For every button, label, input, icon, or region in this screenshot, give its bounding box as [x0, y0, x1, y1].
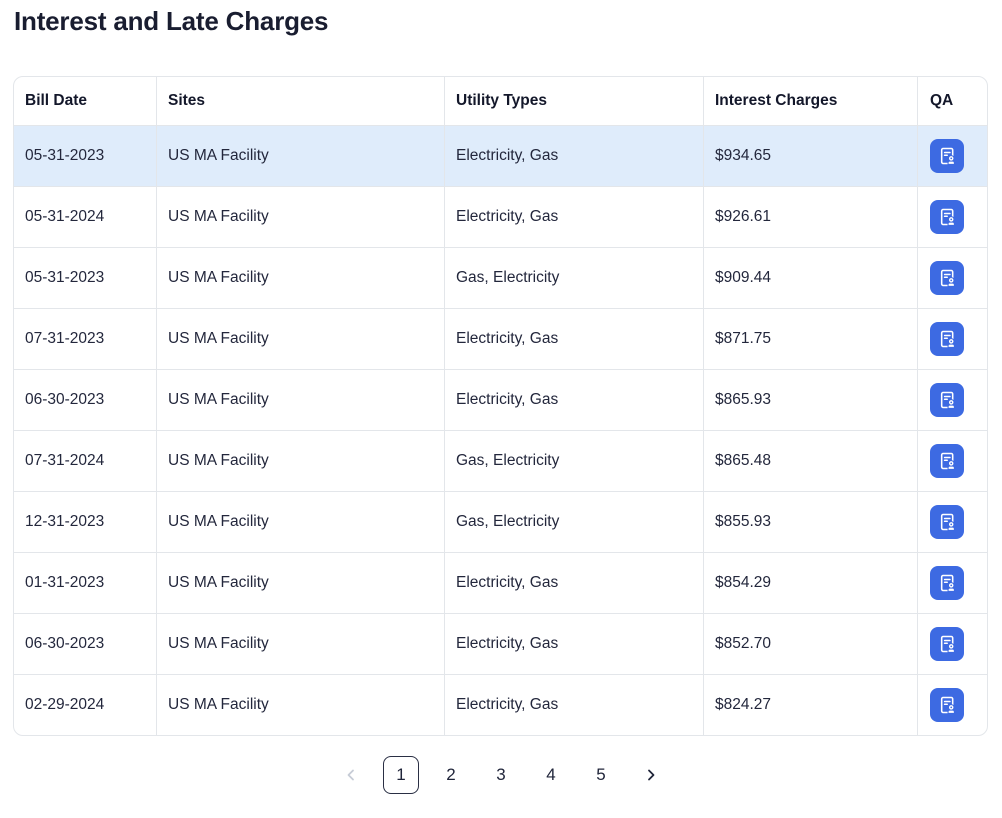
site-cell: US MA Facility [157, 309, 445, 369]
table-row[interactable]: 06-30-2023 US MA Facility Electricity, Gas… [14, 613, 987, 674]
qa-report-button[interactable] [930, 139, 964, 173]
qa-report-button[interactable] [930, 688, 964, 722]
site-cell: US MA Facility [157, 248, 445, 308]
bill-date-cell: 01-31-2023 [14, 553, 157, 613]
utility-types-cell: Electricity, Gas [445, 614, 704, 674]
pagination-prev-button[interactable] [333, 756, 369, 794]
bill-date-cell: 12-31-2023 [14, 492, 157, 552]
qa-report-button[interactable] [930, 444, 964, 478]
site-cell: US MA Facility [157, 431, 445, 491]
qa-report-button[interactable] [930, 627, 964, 661]
table-row[interactable]: 05-31-2023 US MA Facility Gas, Electricity… [14, 247, 987, 308]
interest-charges-cell: $871.75 [704, 309, 918, 369]
site-cell: US MA Facility [157, 675, 445, 735]
table-row[interactable]: 12-31-2023 US MA Facility Gas, Electricity… [14, 491, 987, 552]
utility-types-cell: Electricity, Gas [445, 126, 704, 186]
column-header-utility-types: Utility Types [445, 77, 704, 125]
document-user-icon [940, 269, 955, 287]
qa-cell [918, 614, 987, 674]
document-user-icon [940, 696, 955, 714]
qa-report-button[interactable] [930, 566, 964, 600]
column-header-interest-charges: Interest Charges [704, 77, 918, 125]
table-row[interactable]: 01-31-2023 US MA Facility Electricity, Gas… [14, 552, 987, 613]
table-header-row: Bill Date Sites Utility Types Interest C… [14, 77, 987, 125]
document-user-icon [940, 635, 955, 653]
chevron-right-icon [648, 769, 655, 781]
bill-date-cell: 07-31-2023 [14, 309, 157, 369]
qa-cell [918, 187, 987, 247]
pagination-page-3[interactable]: 3 [483, 756, 519, 794]
interest-charges-cell: $909.44 [704, 248, 918, 308]
pagination-next-button[interactable] [633, 756, 669, 794]
pagination-page-4[interactable]: 4 [533, 756, 569, 794]
document-user-icon [940, 208, 955, 226]
interest-charges-cell: $934.65 [704, 126, 918, 186]
document-user-icon [940, 330, 955, 348]
table-row[interactable]: 02-29-2024 US MA Facility Electricity, Gas… [14, 674, 987, 735]
utility-types-cell: Electricity, Gas [445, 675, 704, 735]
qa-cell [918, 675, 987, 735]
site-cell: US MA Facility [157, 553, 445, 613]
qa-cell [918, 248, 987, 308]
utility-types-cell: Electricity, Gas [445, 553, 704, 613]
column-header-sites: Sites [157, 77, 445, 125]
page-title: Interest and Late Charges [14, 6, 329, 36]
qa-cell [918, 431, 987, 491]
site-cell: US MA Facility [157, 187, 445, 247]
utility-types-cell: Gas, Electricity [445, 248, 704, 308]
bill-date-cell: 05-31-2023 [14, 126, 157, 186]
chevron-left-icon [347, 769, 354, 781]
site-cell: US MA Facility [157, 126, 445, 186]
interest-charges-cell: $926.61 [704, 187, 918, 247]
document-user-icon [940, 452, 955, 470]
interest-charges-cell: $855.93 [704, 492, 918, 552]
bill-date-cell: 02-29-2024 [14, 675, 157, 735]
qa-report-button[interactable] [930, 200, 964, 234]
qa-cell [918, 492, 987, 552]
document-user-icon [940, 574, 955, 592]
pagination-page-1[interactable]: 1 [383, 756, 419, 794]
table-row[interactable]: 07-31-2023 US MA Facility Electricity, Gas… [14, 308, 987, 369]
interest-charges-cell: $865.93 [704, 370, 918, 430]
qa-report-button[interactable] [930, 505, 964, 539]
qa-report-button[interactable] [930, 322, 964, 356]
qa-cell [918, 553, 987, 613]
site-cell: US MA Facility [157, 614, 445, 674]
column-header-bill-date: Bill Date [14, 77, 157, 125]
utility-types-cell: Electricity, Gas [445, 187, 704, 247]
bill-date-cell: 07-31-2024 [14, 431, 157, 491]
qa-cell [918, 309, 987, 369]
pagination-page-5[interactable]: 5 [583, 756, 619, 794]
table-row[interactable]: 05-31-2024 US MA Facility Electricity, Gas… [14, 186, 987, 247]
site-cell: US MA Facility [157, 370, 445, 430]
interest-charges-cell: $824.27 [704, 675, 918, 735]
utility-types-cell: Gas, Electricity [445, 492, 704, 552]
table-row[interactable]: 06-30-2023 US MA Facility Electricity, Gas… [14, 369, 987, 430]
column-header-qa: QA [930, 92, 954, 109]
document-user-icon [940, 391, 955, 409]
site-cell: US MA Facility [157, 492, 445, 552]
document-user-icon [940, 147, 955, 165]
qa-cell [918, 370, 987, 430]
bill-date-cell: 05-31-2023 [14, 248, 157, 308]
interest-charges-table: Bill Date Sites Utility Types Interest C… [13, 76, 988, 736]
document-user-icon [940, 513, 955, 531]
interest-charges-cell: $865.48 [704, 431, 918, 491]
bill-date-cell: 05-31-2024 [14, 187, 157, 247]
qa-report-button[interactable] [930, 261, 964, 295]
qa-report-button[interactable] [930, 383, 964, 417]
table-row[interactable]: 05-31-2023 US MA Facility Electricity, Gas… [14, 125, 987, 186]
interest-charges-cell: $854.29 [704, 553, 918, 613]
bill-date-cell: 06-30-2023 [14, 614, 157, 674]
utility-types-cell: Electricity, Gas [445, 370, 704, 430]
utility-types-cell: Electricity, Gas [445, 309, 704, 369]
interest-charges-cell: $852.70 [704, 614, 918, 674]
bill-date-cell: 06-30-2023 [14, 370, 157, 430]
table-row[interactable]: 07-31-2024 US MA Facility Gas, Electricity… [14, 430, 987, 491]
utility-types-cell: Gas, Electricity [445, 431, 704, 491]
table-body: 05-31-2023 US MA Facility Electricity, Gas… [14, 125, 987, 735]
qa-cell [918, 126, 987, 186]
pagination-page-2[interactable]: 2 [433, 756, 469, 794]
